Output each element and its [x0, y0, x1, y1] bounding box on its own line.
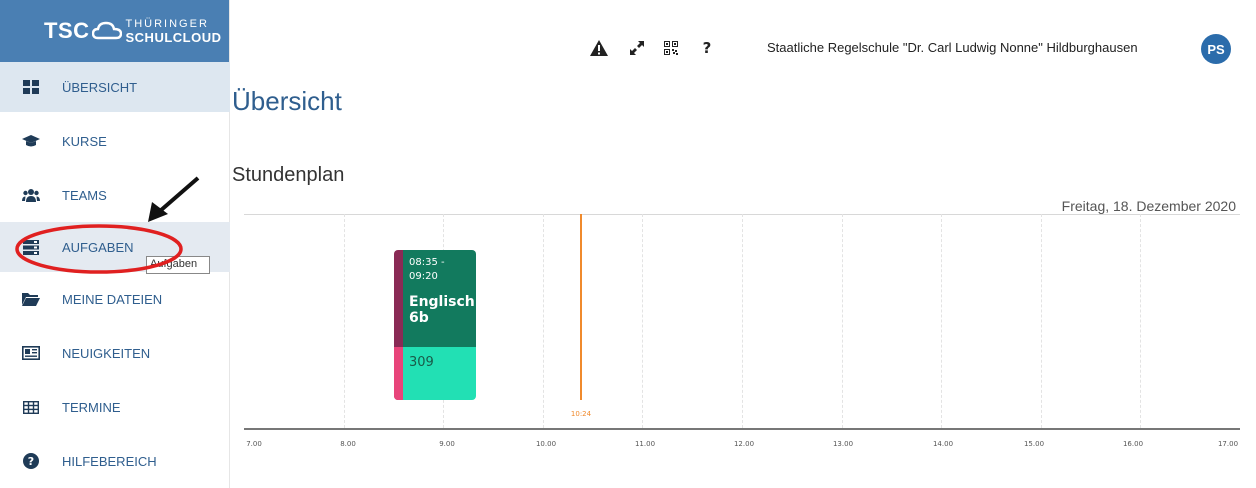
warning-icon[interactable] [589, 38, 609, 58]
grid-line [742, 214, 743, 428]
lesson-subject: Englisch 6b [409, 294, 475, 326]
tick-label: 13.00 [832, 440, 854, 448]
grid-line [1140, 214, 1142, 428]
sidebar-item-kurse[interactable]: KURSE [0, 116, 230, 166]
logo-words: THÜRINGER SCHULCLOUD [126, 18, 222, 44]
logo-short: TSC [44, 18, 90, 43]
svg-text:?: ? [28, 455, 34, 468]
grid-line [841, 214, 843, 428]
graduation-cap-icon [22, 132, 40, 150]
grid-line [941, 214, 943, 428]
school-name[interactable]: Staatliche Regelschule "Dr. Carl Ludwig … [767, 40, 1138, 55]
grid-line [343, 214, 345, 428]
dashboard-icon [22, 78, 40, 96]
sidebar-item-label: NEUIGKEITEN [62, 345, 151, 361]
tooltip: Aufgaben [146, 256, 210, 274]
tick-label: 9.00 [439, 440, 455, 448]
section-title: Stundenplan [232, 164, 345, 186]
sidebar-item-label: TEAMS [62, 187, 107, 203]
calendar-icon [22, 398, 40, 416]
sidebar-item-label: MEINE DATEIEN [62, 291, 163, 307]
logo-line2: SCHULCLOUD [125, 30, 222, 45]
avatar[interactable]: PS [1201, 34, 1231, 64]
help-icon: ? [22, 452, 40, 470]
lesson-card-header: 08:35 - 09:20 Englisch 6b [403, 250, 476, 347]
newspaper-icon [22, 344, 40, 362]
logo-line1: THÜRINGER [125, 18, 209, 30]
tick-label: 17.00 [1217, 440, 1239, 448]
tick-label: 14.00 [932, 440, 954, 448]
fullscreen-icon[interactable] [627, 38, 647, 58]
help-icon[interactable]: ? [702, 39, 712, 57]
timetable-date: Freitag, 18. Dezember 2020 [1061, 198, 1236, 214]
sidebar-item-teams[interactable]: TEAMS [0, 170, 230, 220]
lesson-room: 309 [403, 347, 476, 400]
sidebar-item-label: ÜBERSICHT [62, 79, 138, 95]
sidebar-item-label: KURSE [62, 133, 107, 149]
cloud-icon [91, 21, 122, 40]
folder-icon [22, 290, 40, 308]
grid-line [642, 214, 644, 428]
sidebar-item-label: HILFEBEREICH [62, 453, 157, 469]
tick-label: 10.00 [535, 440, 557, 448]
lesson-card[interactable]: 08:35 - 09:20 Englisch 6b 309 [394, 250, 476, 400]
tick-label: 11.00 [634, 440, 656, 448]
tick-label: 8.00 [340, 440, 356, 448]
sidebar: TSC THÜRINGER SCHULCLOUD ÜBERSICHT KURSE… [0, 0, 230, 488]
top-bar: ? Staatliche Regelschule "Dr. Carl Ludwi… [231, 0, 1256, 80]
current-time-line [580, 214, 582, 400]
page-title: Übersicht [232, 86, 342, 116]
tick-label: 12.00 [733, 440, 755, 448]
tasks-icon [22, 238, 40, 256]
sidebar-item-label: AUFGABEN [62, 239, 134, 255]
current-time-label: 10:24 [570, 410, 592, 418]
lesson-card-edge-bottom [394, 347, 403, 400]
lesson-time: 08:35 - 09:20 [409, 257, 445, 282]
sidebar-item-hilfebereich[interactable]: ? HILFEBEREICH [0, 436, 230, 486]
sidebar-item-uebersicht[interactable]: ÜBERSICHT [0, 62, 230, 112]
time-axis [244, 428, 1240, 430]
qr-code-icon[interactable] [661, 38, 681, 58]
sidebar-item-neuigkeiten[interactable]: NEUIGKEITEN [0, 328, 230, 378]
grid-line [542, 214, 544, 428]
sidebar-item-termine[interactable]: TERMINE [0, 382, 230, 432]
users-icon [22, 186, 40, 204]
tick-label: 15.00 [1023, 440, 1045, 448]
timetable: 7.00 8.00 9.00 10.00 11.00 12.00 13.00 1… [244, 214, 1240, 474]
sidebar-item-meine-dateien[interactable]: MEINE DATEIEN [0, 274, 230, 324]
tick-label: 7.00 [246, 440, 262, 448]
grid-line [1040, 214, 1042, 428]
tick-label: 16.00 [1122, 440, 1144, 448]
logo[interactable]: TSC THÜRINGER SCHULCLOUD [0, 0, 229, 62]
sidebar-item-label: TERMINE [62, 399, 121, 415]
lesson-card-edge [394, 250, 403, 400]
